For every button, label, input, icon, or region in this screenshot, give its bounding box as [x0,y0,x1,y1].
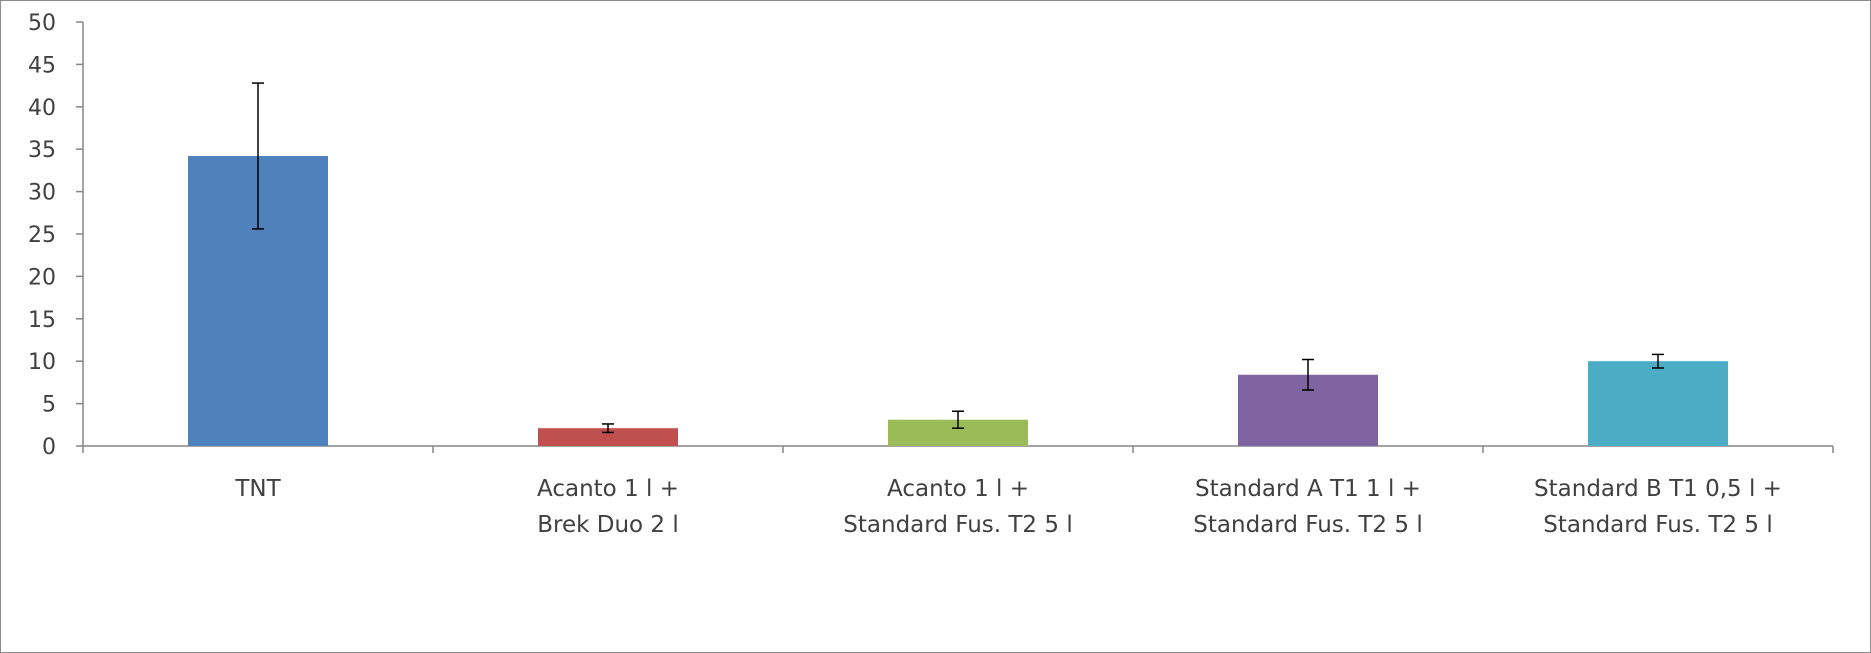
x-category-label-line: Acanto 1 l + [887,476,1029,502]
y-tick-label: 40 [28,96,56,121]
x-category-label: Acanto 1 l + Brek Duo 2 l [537,476,679,538]
x-category-label-line: Standard A T1 1 l + [1195,476,1421,502]
x-category-label-line: Standard B T1 0,5 l + [1534,476,1782,502]
x-category-label-line: TNT [234,476,281,502]
x-category-label: Standard A T1 1 l + Standard Fus. T2 5 l [1193,476,1422,538]
y-tick-label: 25 [28,223,56,248]
y-tick-label: 5 [42,393,56,418]
x-category-label-line: Acanto 1 l + [537,476,679,502]
x-category-label-line: Standard Fus. T2 5 l [843,512,1072,538]
x-category-label-line: Standard Fus. T2 5 l [1193,512,1422,538]
bar [538,428,678,446]
y-tick-label: 45 [28,53,56,78]
x-category-label: Standard B T1 0,5 l + Standard Fus. T2 5 … [1534,476,1782,538]
y-tick-label: 50 [28,11,56,36]
y-tick-label: 15 [28,308,56,333]
x-category-label: TNT [234,476,281,502]
y-tick-label: 0 [42,435,56,460]
x-category-label-line: Standard Fus. T2 5 l [1543,512,1772,538]
bars [188,155,1728,446]
bar [1588,361,1728,446]
y-tick-label: 20 [28,265,56,290]
axes: 0 5 10 15 20 25 30 35 40 45 50 [28,11,1834,460]
error-bars [252,82,1664,434]
category-labels: TNT Acanto 1 l + Brek Duo 2 l Acanto 1 l + S… [234,476,1782,538]
y-tick-label: 30 [28,181,56,206]
y-tick-label: 35 [28,138,56,163]
x-category-label-line: Brek Duo 2 l [537,512,679,538]
y-tick-label: 10 [28,350,56,375]
x-category-label: Acanto 1 l + Standard Fus. T2 5 l [843,476,1072,538]
